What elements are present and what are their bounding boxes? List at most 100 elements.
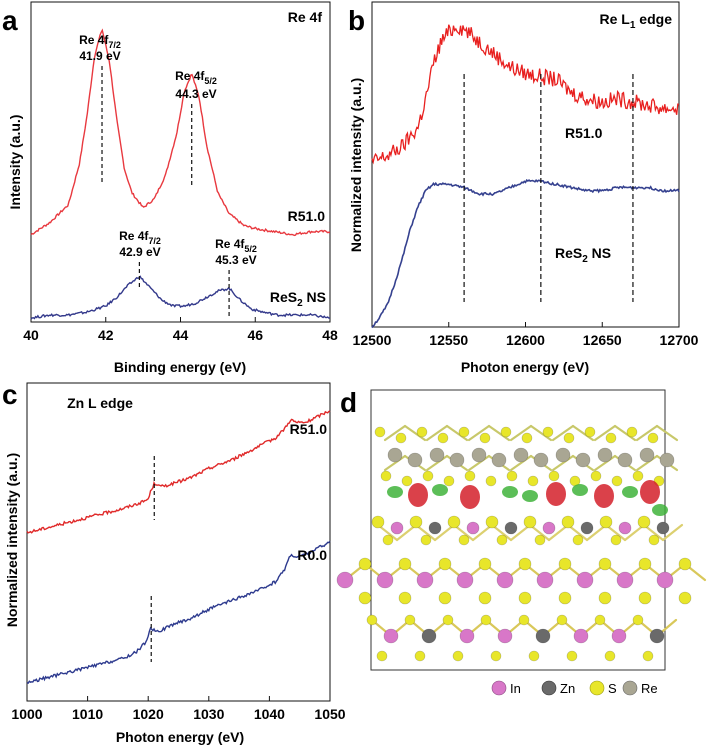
sulfur-atom: [572, 534, 584, 546]
bond: [585, 523, 608, 542]
sulfur-atom: [401, 475, 413, 487]
sulfur-atom: [438, 591, 452, 605]
indium-atom: [390, 521, 404, 535]
legend-swatch-in: [491, 680, 507, 696]
x-tick-label: 12500: [353, 332, 392, 348]
sulfur-atom: [422, 470, 434, 482]
sulfur-atom: [528, 650, 540, 662]
sulfur-atom: [358, 591, 372, 605]
charge-density-red: [546, 482, 566, 506]
sulfur-atom: [478, 557, 492, 571]
rhenium-atom: [429, 447, 445, 463]
sulfur-atom: [523, 515, 537, 529]
sulfur-atom: [566, 650, 578, 662]
sulfur-atom: [416, 426, 428, 438]
rhenium-atom: [407, 452, 423, 468]
sulfur-atom: [604, 650, 616, 662]
rhenium-atom: [659, 452, 675, 468]
charge-density-green: [622, 486, 638, 498]
bond: [403, 424, 427, 442]
sulfur-atom: [458, 426, 470, 438]
sulfur-atom: [518, 614, 530, 626]
bond: [566, 523, 589, 542]
panel-b: b Re L1 edge 12500 12550 12600 12650 12700 P…: [348, 1, 699, 375]
sulfur-atom: [632, 614, 644, 626]
panel-letter-b: b: [348, 5, 365, 36]
panel-b-title: Re L1 edge: [600, 11, 673, 31]
atomic-structure: [336, 424, 707, 662]
sulfur-atom: [518, 591, 532, 605]
sulfur-atom: [637, 515, 651, 529]
bond: [661, 523, 684, 542]
panel-a: a Re 4f 40 42 44 46 48 Binding energy (eV) I…: [2, 1, 338, 375]
rhenium-atom: [617, 452, 633, 468]
charge-density-green: [652, 504, 668, 516]
panel-b-xlabel: Photon energy (eV): [461, 359, 589, 375]
panel-c-title: Zn L edge: [67, 395, 133, 411]
bond: [593, 424, 617, 442]
sulfur-atom: [452, 650, 464, 662]
indium-atom: [573, 628, 589, 644]
charge-density-green: [572, 484, 588, 496]
indium-atom: [656, 571, 674, 589]
charge-density-green: [387, 486, 403, 498]
panel-c-ylabel: Normalized intensity (a.u.): [4, 453, 20, 627]
sulfur-atom: [598, 557, 612, 571]
indium-atom: [376, 571, 394, 589]
indium-atom: [456, 571, 474, 589]
panel-d: d In Zn S Re: [336, 387, 707, 696]
panel-b-reference-lines: [463, 74, 634, 302]
sulfur-atom: [458, 534, 470, 546]
sulfur-atom: [642, 650, 654, 662]
sulfur-atom: [442, 614, 454, 626]
x-tick-label: 1050: [314, 706, 345, 722]
sulfur-atom: [380, 470, 392, 482]
legend-label-in: In: [510, 681, 521, 696]
panel-c-label-r00: R0.0: [297, 547, 327, 563]
sulfur-atom: [437, 432, 449, 444]
sulfur-atom: [605, 432, 617, 444]
x-tick-label: 12550: [429, 332, 468, 348]
sulfur-atom: [558, 591, 572, 605]
charge-density-green: [522, 490, 538, 502]
sulfur-atom: [358, 557, 372, 571]
legend-label-re: Re: [641, 681, 658, 696]
bond: [655, 424, 679, 442]
zinc-atom: [504, 521, 518, 535]
panel-b-ylabel: Normalized intensity (a.u.): [348, 78, 364, 252]
sulfur-atom: [409, 515, 423, 529]
sulfur-atom: [542, 426, 554, 438]
sulfur-atom: [398, 591, 412, 605]
sulfur-atom: [443, 475, 455, 487]
sulfur-atom: [561, 515, 575, 529]
sulfur-atom: [626, 426, 638, 438]
annotation-value-41-9: 41.9 eV: [79, 49, 120, 63]
panel-letter-d: d: [340, 387, 357, 418]
indium-atom: [576, 571, 594, 589]
bond: [613, 424, 637, 442]
panel-letter-c: c: [2, 379, 18, 410]
sulfur-atom: [371, 515, 385, 529]
x-tick-label: 1000: [11, 706, 42, 722]
bond: [635, 454, 659, 472]
sulfur-atom: [447, 515, 461, 529]
x-tick-label: 12600: [506, 332, 545, 348]
annotation-value-44-3: 44.3 eV: [175, 87, 216, 101]
sulfur-atom: [404, 614, 416, 626]
panel-c-label-r51: R51.0: [290, 421, 328, 437]
indium-atom: [459, 628, 475, 644]
sulfur-atom: [376, 650, 388, 662]
sulfur-atom: [678, 591, 692, 605]
panel-c-edge-lines: [150, 456, 155, 662]
bond: [414, 523, 437, 542]
x-tick-label: 1040: [254, 706, 285, 722]
panel-c-frame: [26, 382, 331, 702]
panel-c-series-r51: [26, 410, 331, 534]
charge-density-green: [502, 486, 518, 498]
charge-density-green: [432, 484, 448, 496]
x-tick-label: 46: [247, 327, 263, 343]
bond: [551, 424, 575, 442]
element-legend: In Zn S Re: [491, 680, 658, 696]
indium-atom: [542, 521, 556, 535]
sulfur-atom: [521, 432, 533, 444]
